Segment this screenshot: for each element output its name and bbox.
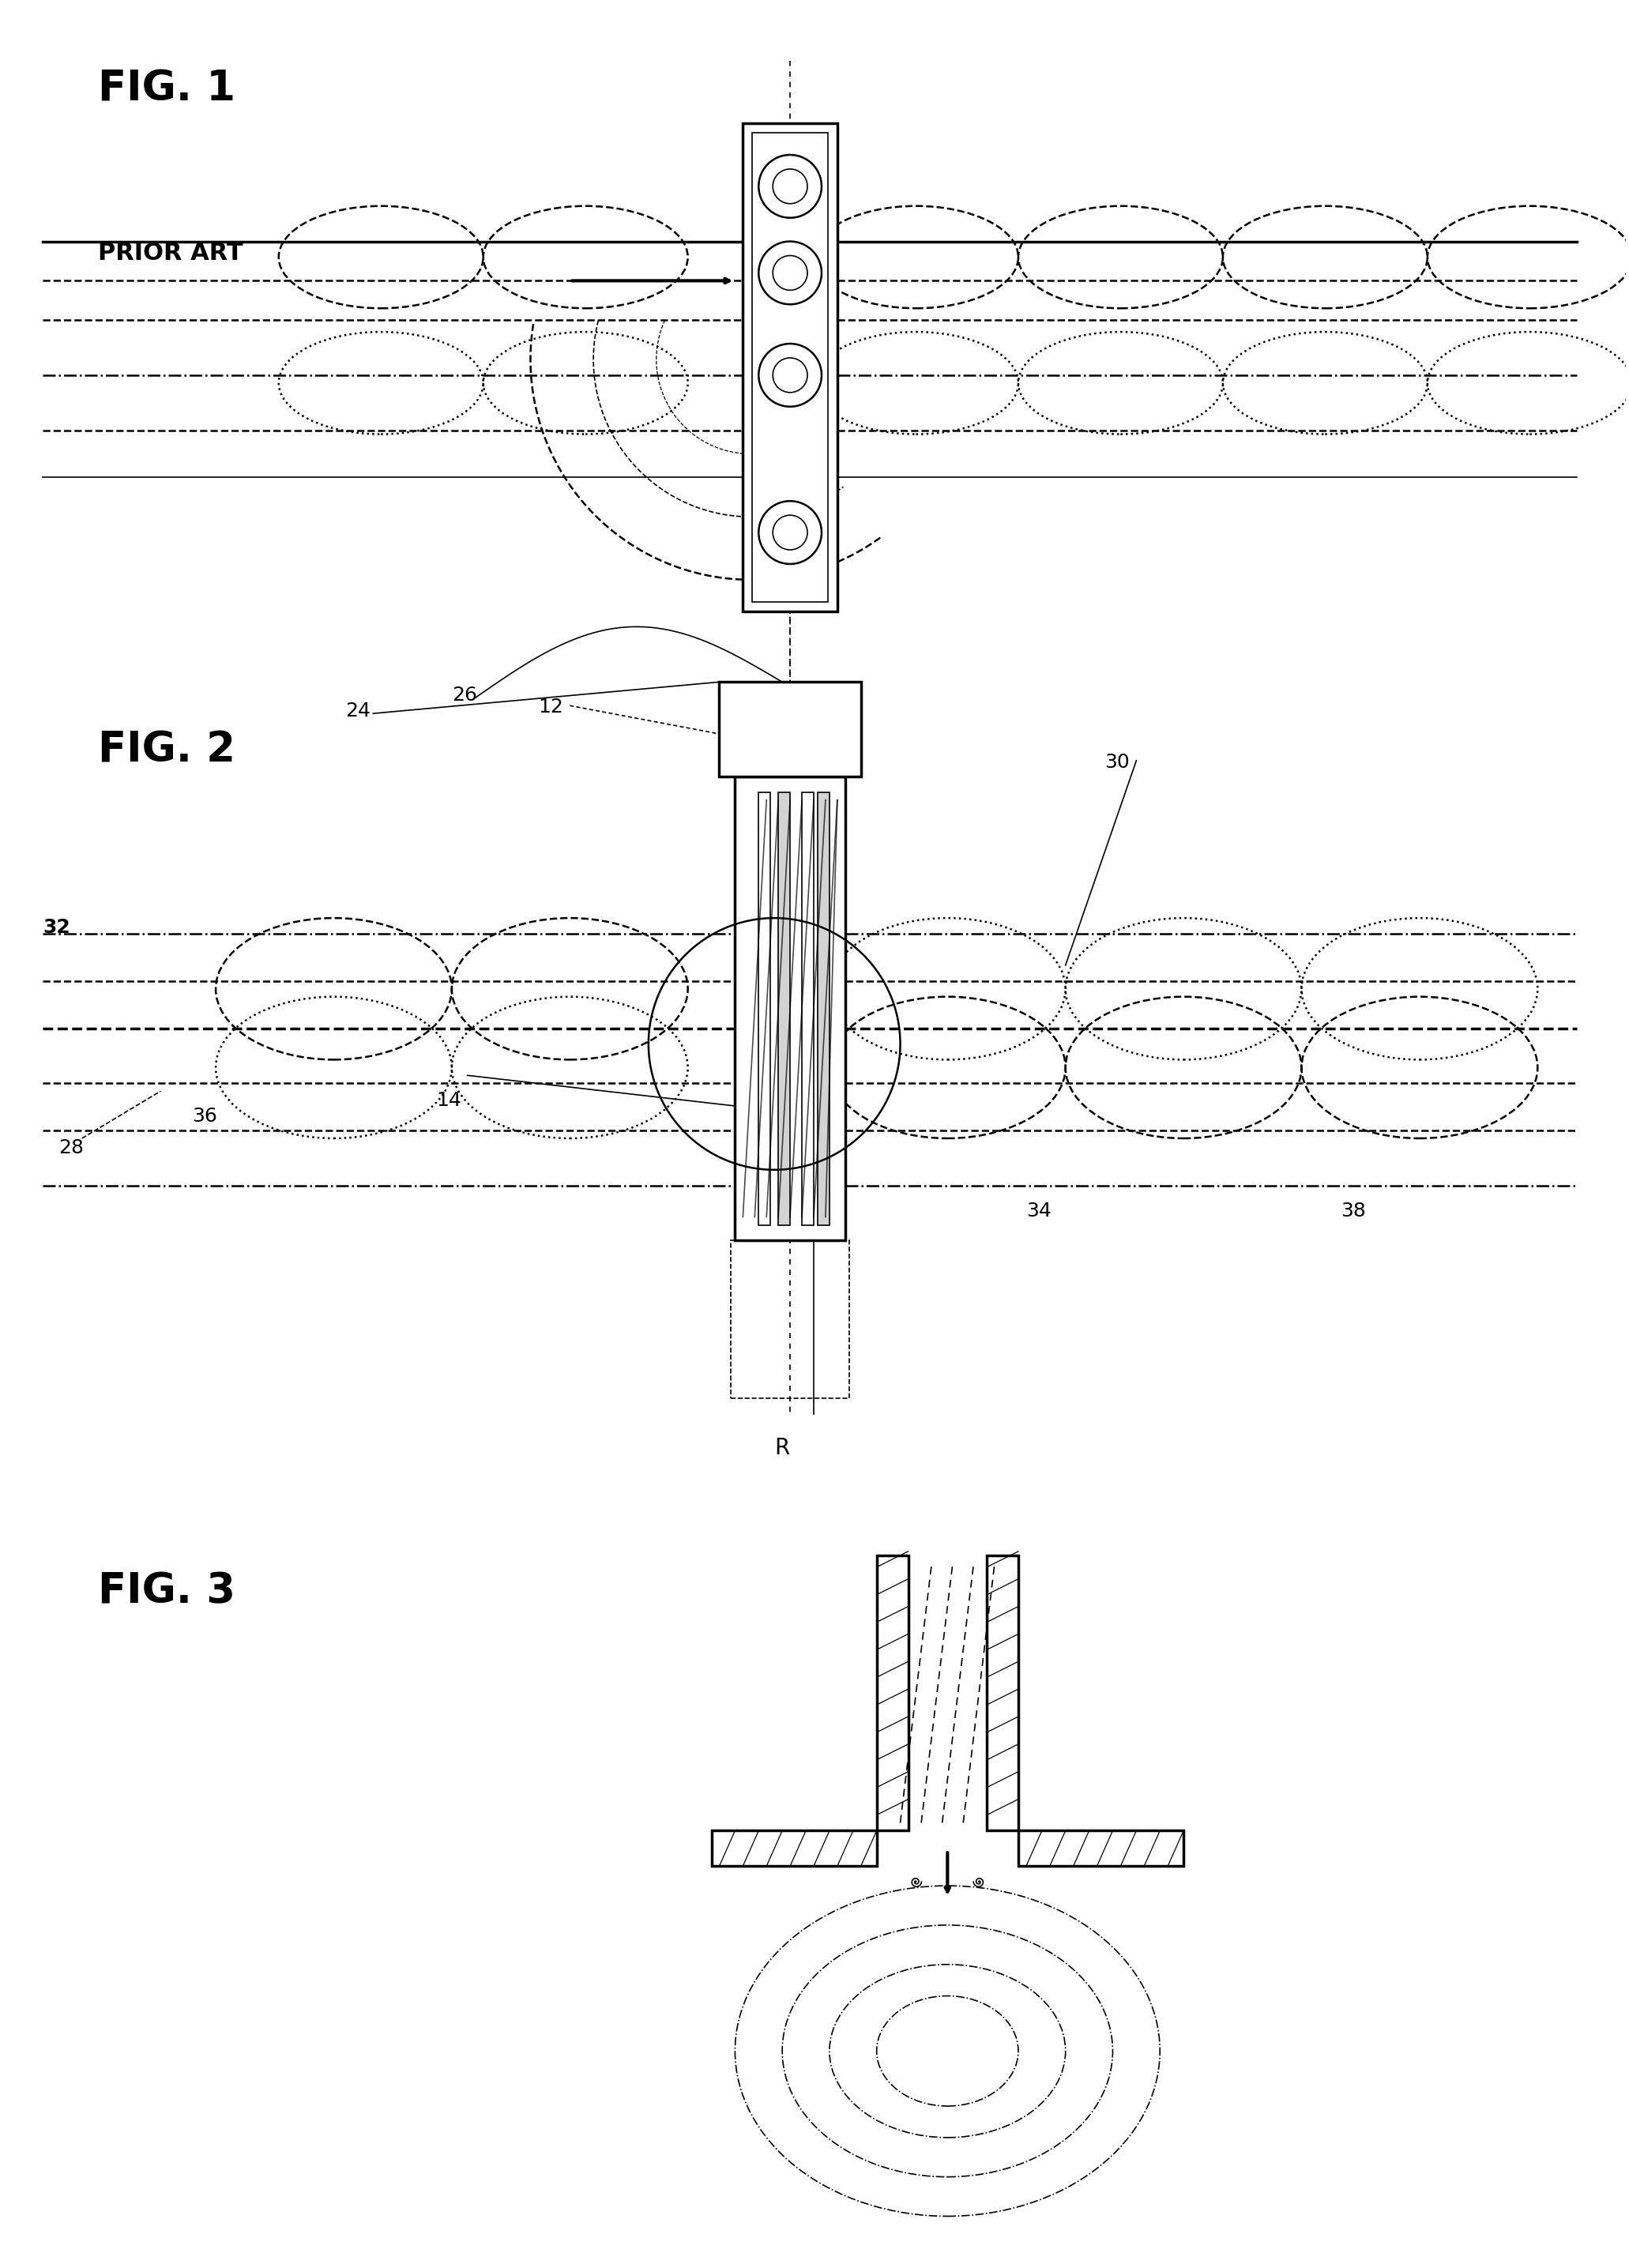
Bar [753,134,828,601]
Text: 36: 36 [192,1107,217,1125]
Bar [779,792,790,1225]
Bar [876,1556,907,1830]
Text: 32: 32 [42,919,70,937]
Bar [731,1241,849,1397]
Text: R: R [774,1438,790,1458]
Text: 12: 12 [538,699,564,717]
Text: 24: 24 [345,701,371,721]
Bar [712,1830,876,1867]
Bar [1018,1830,1184,1867]
Text: 26: 26 [451,685,477,705]
Bar [759,792,771,1225]
Bar [735,776,845,1241]
Text: 28: 28 [59,1139,83,1157]
Circle shape [759,240,821,304]
Bar [801,792,814,1225]
Bar [818,792,829,1225]
Text: 14: 14 [437,1091,461,1109]
Text: 34: 34 [1026,1202,1051,1220]
Text: 38: 38 [1341,1202,1367,1220]
Bar [987,1556,1018,1830]
Text: PRIOR ART: PRIOR ART [98,240,243,265]
Text: FIG. 1: FIG. 1 [98,68,235,109]
Circle shape [759,501,821,565]
Text: 30: 30 [1104,753,1131,771]
Circle shape [759,154,821,218]
Circle shape [759,345,821,406]
Bar [743,122,837,610]
Text: FIG. 3: FIG. 3 [98,1572,235,1613]
Bar [720,683,860,776]
Text: FIG. 2: FIG. 2 [98,730,235,771]
